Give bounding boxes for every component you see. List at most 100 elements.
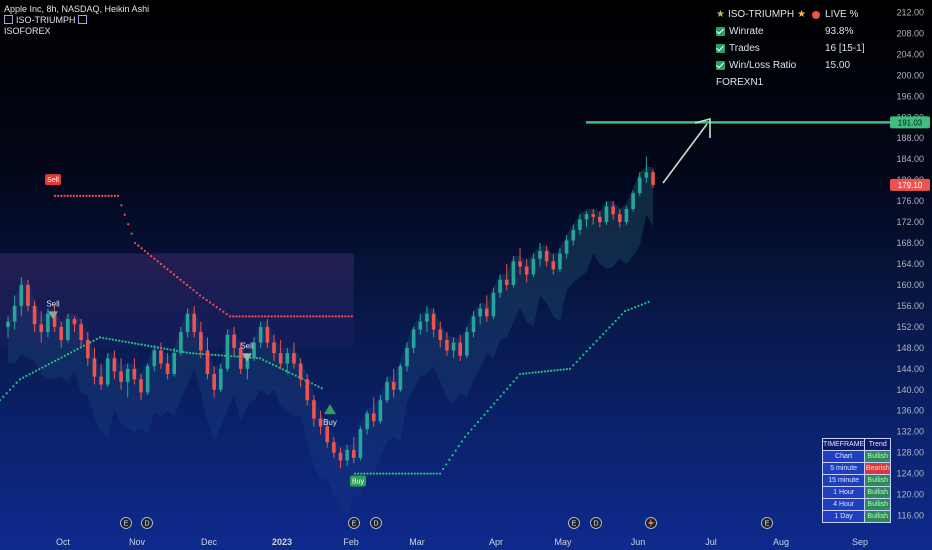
candle-body: [272, 342, 276, 354]
price-axis[interactable]: 116.00 120.00 124.00 128.00 132.00 136.00 140.…: [890, 7, 930, 521]
info-row-ratio: Win/Loss Ratio 15.00: [716, 57, 886, 74]
candle: [624, 206, 629, 225]
candle-body: [358, 429, 363, 458]
candle: [544, 245, 549, 267]
candle: [258, 321, 263, 348]
candle: [332, 436, 336, 458]
trail-dot: [230, 355, 233, 358]
price-tick-label: 172.00: [896, 217, 924, 227]
dividend-icon: [590, 517, 602, 529]
event-letter: E: [124, 521, 129, 528]
trail-dot: [176, 276, 179, 279]
candle-body: [618, 214, 622, 223]
trail-dot: [320, 387, 323, 390]
symbol-line[interactable]: Apple Inc, 8h, NASDAQ, Heikin Ashi: [4, 4, 150, 14]
trail-dot: [608, 326, 611, 329]
candle-body: [405, 347, 409, 367]
candle-body: [19, 284, 24, 306]
event-marker[interactable]: D: [141, 517, 153, 529]
signal-label: Sell: [240, 341, 254, 350]
info-label: Win/Loss Ratio: [729, 60, 797, 71]
trail-dot: [156, 260, 159, 263]
trail-dot: [275, 365, 278, 368]
earnings-icon: [120, 517, 132, 529]
trail-dot: [264, 315, 267, 318]
trail-dot: [241, 315, 244, 318]
indicator-toggle-icon[interactable]: [4, 15, 13, 24]
trail-dot: [325, 315, 328, 318]
trail-dot: [163, 347, 166, 350]
event-marker[interactable]: E: [120, 517, 132, 529]
trail-dot: [94, 194, 98, 197]
trail-dot: [611, 323, 614, 326]
trail-dot: [435, 472, 438, 475]
indicator-name-2[interactable]: ISOFOREX: [4, 26, 51, 36]
event-marker[interactable]: E: [348, 517, 360, 529]
price-tick-label: 164.00: [896, 259, 924, 269]
trail-dot: [195, 291, 198, 294]
candle-body: [139, 379, 143, 393]
trail-dot: [44, 364, 47, 367]
trail-dot: [353, 472, 357, 475]
candle-body: [524, 266, 529, 275]
trail-dot: [518, 372, 522, 376]
trail-dot: [248, 315, 251, 318]
trail-dot: [208, 301, 212, 304]
trail-dot: [137, 342, 140, 346]
candle: [511, 256, 516, 288]
time-tick-label: Jul: [705, 537, 717, 547]
trail-dot: [280, 315, 283, 318]
trail-dot: [116, 194, 120, 197]
candle-body: [265, 326, 270, 343]
price-tick-label: 124.00: [896, 469, 924, 479]
trend-band-layer: [0, 167, 654, 513]
trail-dot: [291, 372, 294, 376]
indicator-row-1[interactable]: ISO-TRIUMPH: [4, 15, 149, 26]
price-tick-label: 184.00: [896, 154, 924, 164]
earnings-icon: [761, 517, 773, 529]
trail-dot: [150, 345, 153, 348]
trail-dot: [108, 337, 111, 341]
candle: [165, 353, 170, 380]
trail-dot: [182, 350, 185, 354]
trail-dot: [201, 352, 204, 356]
table-header-cell: Trend: [864, 438, 892, 451]
trail-dot: [344, 315, 347, 318]
trail-dot: [476, 421, 480, 424]
trail-dot: [559, 368, 562, 371]
star-icon: ★: [716, 9, 725, 20]
trail-dot: [598, 336, 602, 339]
indicator-settings-icon[interactable]: [78, 15, 88, 24]
target-layer: [586, 117, 892, 184]
trail-dot: [63, 354, 66, 357]
event-marker[interactable]: D: [370, 517, 382, 529]
candle: [265, 319, 270, 348]
trail-dot: [166, 348, 169, 351]
event-marker[interactable]: D: [590, 517, 602, 529]
candle: [39, 311, 44, 343]
trail-dot: [537, 370, 540, 374]
trail-dot: [271, 363, 275, 366]
event-marker[interactable]: E: [568, 517, 580, 529]
trail-dot: [28, 373, 31, 376]
trail-dot: [60, 356, 63, 359]
last-price-label: 179.10: [898, 181, 923, 190]
event-marker[interactable]: E: [761, 517, 773, 529]
trail-dot: [244, 315, 248, 318]
trail-dot: [328, 315, 331, 318]
trail-dot: [66, 194, 69, 197]
trail-dot: [410, 472, 413, 475]
trail-dot: [644, 302, 647, 305]
earnings-icon: [568, 517, 580, 529]
price-tick-label: 136.00: [896, 406, 924, 416]
lightning-marker[interactable]: [645, 517, 657, 529]
candle-body: [631, 193, 635, 209]
trail-dot: [331, 315, 334, 318]
trail-dot: [22, 376, 25, 379]
trail-dot: [153, 257, 156, 260]
candle: [26, 279, 30, 312]
candle: [564, 235, 569, 259]
trail-dot: [75, 194, 79, 197]
time-axis[interactable]: Oct Nov Dec 2023 Feb Mar Apr May Jun Jul Aug Sep: [56, 537, 868, 547]
